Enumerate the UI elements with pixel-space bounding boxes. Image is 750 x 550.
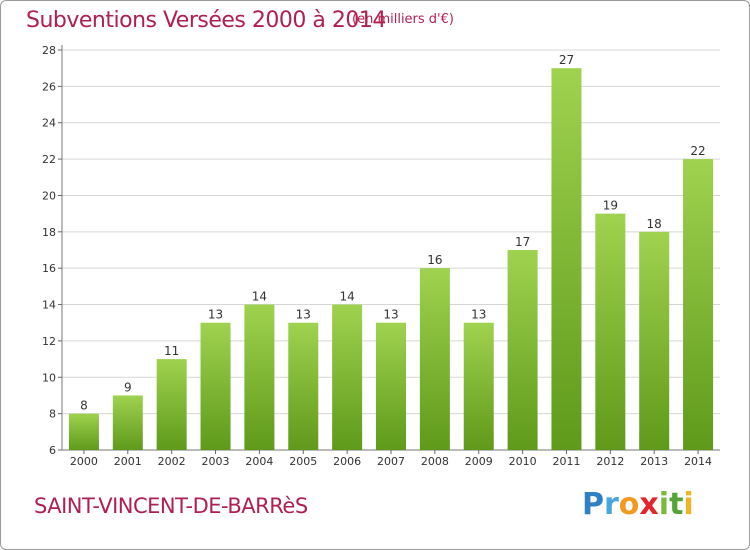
bar [200,322,231,450]
bar-value-label: 13 [383,308,398,322]
commune-name: SAINT-VINCENT-DE-BARRèS [34,494,308,518]
logo-letter: i [658,487,670,522]
y-tick-label: 18 [42,226,56,239]
x-tick-label: 2009 [465,455,493,468]
x-tick-label: 2011 [552,455,580,468]
x-tick-label: 2013 [640,455,668,468]
y-tick-label: 6 [49,444,56,457]
bar-value-label: 11 [164,344,179,358]
bar [156,359,187,450]
chart-title: Subventions Versées 2000 à 2014 [26,8,386,33]
bar [68,413,99,450]
bar-value-label: 22 [690,144,705,158]
x-tick-label: 2005 [289,455,317,468]
logo-letter: x [639,487,659,522]
bar [244,304,275,450]
x-tick-label: 2010 [509,455,537,468]
bar-value-label: 16 [427,253,442,267]
y-tick-label: 20 [42,189,56,202]
bar-value-label: 14 [252,290,267,304]
bar-value-label: 13 [296,308,311,322]
logo-letter: P [582,487,604,522]
bar-value-label: 9 [124,380,132,394]
bar [595,213,626,450]
logo-letter: i [683,487,694,522]
y-tick-label: 12 [42,335,56,348]
logo-letter: o [618,487,640,522]
logo-letter: r [604,487,619,522]
y-tick-label: 26 [42,80,56,93]
bar-value-label: 17 [515,235,530,249]
bar [463,322,494,450]
x-tick-label: 2014 [684,455,712,468]
labels: 8 9 11 13 14 13 14 13 16 13 17 27 19 18 22 [80,53,706,412]
bar-value-label: 18 [647,217,662,231]
y-tick-label: 22 [42,153,56,166]
bar [683,159,714,450]
bar [551,68,582,450]
y-tick-label: 28 [42,44,56,57]
bar-value-label: 27 [559,53,574,67]
bar-value-label: 14 [339,290,354,304]
x-tick-label: 2002 [158,455,186,468]
x-tick-label: 2000 [70,455,98,468]
proxiti-logo: Proxiti [582,487,694,522]
y-tick-label: 8 [49,408,56,421]
x-tick-label: 2008 [421,455,449,468]
bar [419,268,450,450]
x-tick-label: 2006 [333,455,361,468]
x-tick-label: 2001 [114,455,142,468]
bar [288,322,319,450]
x-tick-label: 2012 [596,455,624,468]
logo-letter: t [669,487,684,522]
bar-value-label: 13 [471,308,486,322]
bars [68,68,714,450]
bar [332,304,363,450]
y-tick-label: 16 [42,262,56,275]
bar [376,322,406,450]
x-tick-label: 2007 [377,455,405,468]
y-tick-label: 24 [42,117,56,130]
y-tick-label: 14 [42,299,56,312]
bar [507,250,538,450]
bar [639,231,670,450]
y-tick-label: 10 [42,371,56,384]
bar-value-label: 8 [80,399,88,413]
chart-subtitle: (en milliers d'€) [352,12,454,27]
bar-value-label: 19 [603,199,618,213]
x-tick-label: 2004 [245,455,273,468]
bar-value-label: 13 [208,308,223,322]
bar [112,395,143,450]
x-tick-label: 2003 [202,455,230,468]
